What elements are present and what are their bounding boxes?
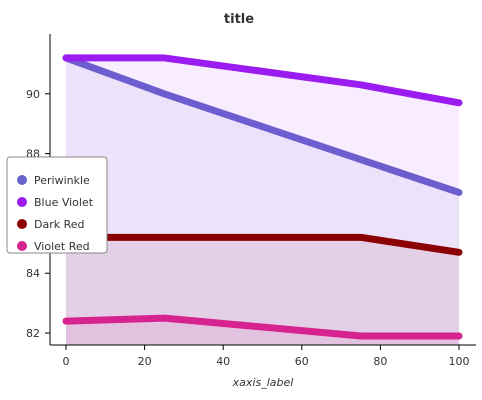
- y-tick-label: 84: [26, 267, 40, 280]
- series-line-dark-red: [62, 233, 463, 256]
- legend-label: Blue Violet: [34, 196, 94, 209]
- chart-title: title: [224, 12, 254, 27]
- series-line-blue-violet: [62, 54, 463, 107]
- x-ticks: 0 20 40 60 80 100: [63, 345, 470, 368]
- x-tick-label: 20: [138, 355, 152, 368]
- legend-label: Periwinkle: [34, 174, 90, 187]
- legend-swatch: [17, 175, 27, 185]
- series-area-periwinkle: [66, 57, 459, 346]
- x-tick-label: 40: [216, 355, 230, 368]
- x-tick-label: 0: [63, 355, 70, 368]
- y-tick-label: 82: [26, 327, 40, 340]
- series-line-periwinkle: [62, 54, 463, 196]
- legend-label: Dark Red: [34, 218, 85, 231]
- series-layer: [62, 54, 463, 346]
- legend-swatch: [17, 219, 27, 229]
- series-area-blue-violet: [66, 57, 459, 346]
- legend-box: [6, 156, 108, 254]
- x-tick-label: 100: [449, 355, 470, 368]
- series-line-violet-red: [62, 314, 463, 340]
- legend: Periwinkle Blue Violet Dark Red Violet Red: [6, 156, 108, 254]
- y-tick-label: 90: [26, 88, 40, 101]
- x-axis-label: xaxis_label: [232, 376, 294, 389]
- legend-swatch: [17, 197, 27, 207]
- legend-swatch: [17, 241, 27, 251]
- x-tick-label: 80: [373, 355, 387, 368]
- x-tick-label: 60: [295, 355, 309, 368]
- legend-label: Violet Red: [34, 240, 90, 253]
